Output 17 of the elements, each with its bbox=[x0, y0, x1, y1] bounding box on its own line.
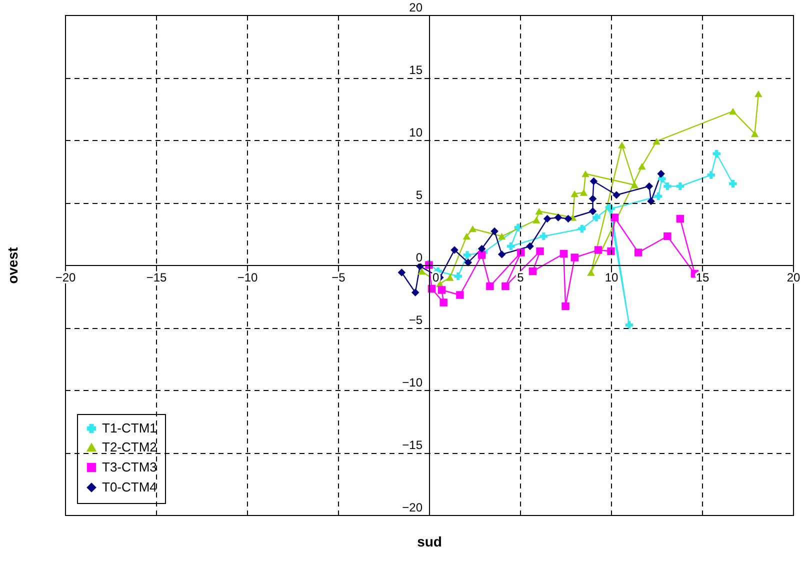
y-tick-label: −10 bbox=[402, 376, 423, 390]
legend-label: T0-CTM4 bbox=[102, 480, 157, 494]
legend-label: T3-CTM3 bbox=[102, 460, 157, 474]
x-tick-label: 10 bbox=[604, 270, 618, 284]
y-axis-title: ovest bbox=[4, 246, 20, 284]
x-tick-label: −5 bbox=[332, 270, 346, 284]
x-axis-title: sud bbox=[417, 534, 442, 550]
y-tick-label: −20 bbox=[402, 500, 423, 514]
y-tick-label: 20 bbox=[409, 0, 423, 14]
y-tick-label: −15 bbox=[402, 438, 423, 452]
y-tick-label: 5 bbox=[416, 188, 423, 202]
legend-label: T1-CTM1 bbox=[102, 420, 157, 436]
y-tick-label: 15 bbox=[409, 63, 423, 77]
y-tick-label: −5 bbox=[408, 313, 423, 327]
legend-label: T2-CTM2 bbox=[102, 440, 157, 454]
y-tick-label: 10 bbox=[409, 126, 423, 140]
y-tick-label: 0 bbox=[416, 250, 423, 264]
